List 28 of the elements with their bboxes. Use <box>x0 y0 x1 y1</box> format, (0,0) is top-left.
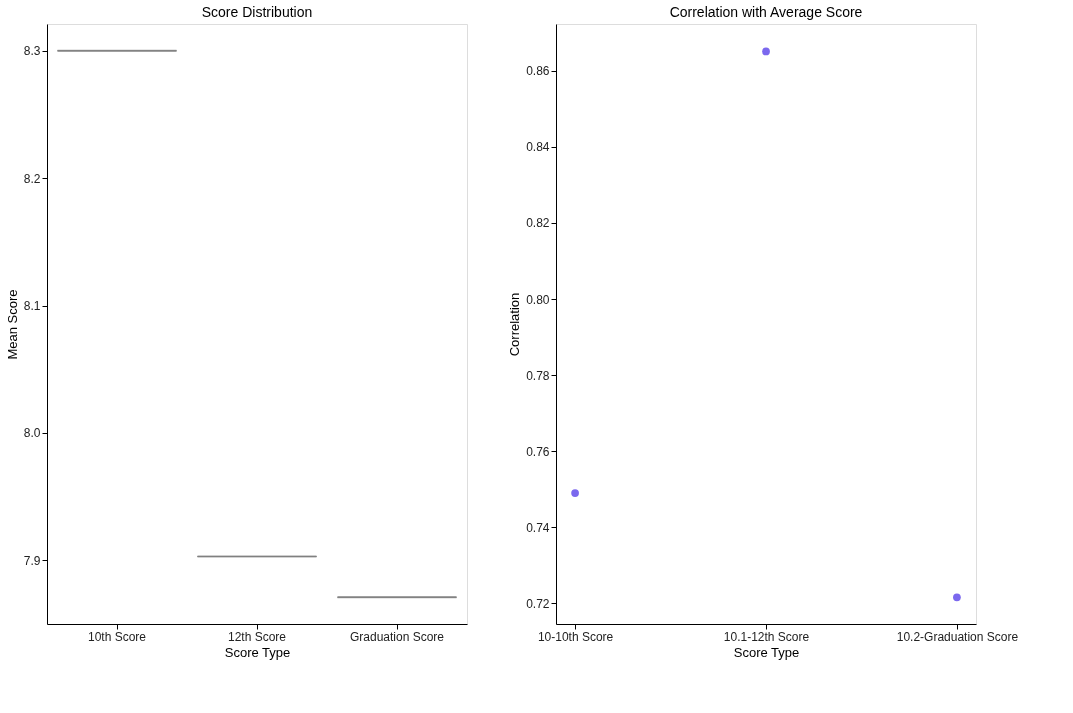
x-tick-label: 10.1-12th Score <box>723 629 810 644</box>
y-tick-label: 7.9 <box>23 553 41 568</box>
y-tick-label: 8.2 <box>23 171 41 186</box>
y-tick-label: 0.84 <box>526 140 550 155</box>
y-axis-title: Correlation <box>507 292 523 357</box>
y-tick-label: 0.74 <box>526 520 550 535</box>
y-tick-label: 0.78 <box>526 368 550 383</box>
y-tick-label: 8.3 <box>23 44 41 59</box>
x-axis-title: Score Type <box>733 644 800 660</box>
point <box>571 489 579 497</box>
x-tick-label: Graduation Score <box>349 629 445 644</box>
x-tick-label: 12th Score <box>227 629 287 644</box>
y-tick-label: 8.1 <box>23 299 41 314</box>
y-tick-label: 0.82 <box>526 216 550 231</box>
chart-title: Correlation with Average Score <box>669 4 863 20</box>
x-tick-label: 10.2-Graduation Score <box>896 629 1019 644</box>
x-axis-title: Score Type <box>224 644 291 660</box>
y-tick-label: 0.76 <box>526 444 550 459</box>
y-tick-label: 0.80 <box>526 292 550 307</box>
y-tick-label: 8.0 <box>23 426 41 441</box>
y-tick-label: 0.72 <box>526 596 550 611</box>
chart-title: Score Distribution <box>201 4 313 20</box>
y-tick-label: 0.86 <box>526 64 550 79</box>
point <box>953 593 961 602</box>
point <box>762 47 770 56</box>
x-tick-label: 10-10th Score <box>537 629 614 644</box>
y-axis-title: Mean Score <box>4 289 20 360</box>
x-tick-label: 10th Score <box>87 629 147 644</box>
